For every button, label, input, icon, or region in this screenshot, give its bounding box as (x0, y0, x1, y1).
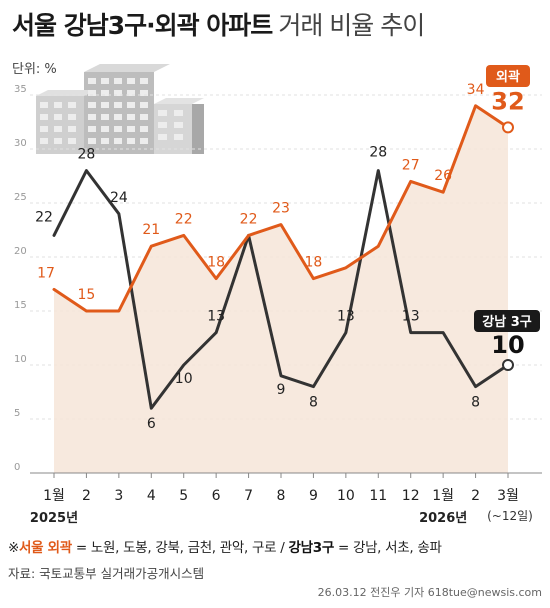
data-label: 28 (369, 145, 387, 161)
data-label: 21 (142, 222, 160, 238)
y-tick-label: 0 (14, 462, 20, 473)
data-label: 18 (305, 255, 323, 271)
last-month-note: (~12일) (487, 509, 533, 523)
x-tick-label: 11 (369, 488, 387, 504)
source-label: 자료: 국토교통부 실거래가공개시스템 (8, 566, 205, 581)
x-tick-label: 6 (212, 488, 221, 504)
y-tick-label: 30 (14, 138, 27, 149)
data-label: 34 (467, 82, 485, 98)
x-tick-label: 5 (179, 488, 188, 504)
data-label: 32 (491, 87, 524, 115)
data-label: 9 (277, 382, 286, 398)
credit-label: 26.03.12 전진우 기자 618tue@newsis.com (317, 586, 542, 599)
series-end-point (502, 121, 514, 134)
data-label: 10 (491, 331, 524, 359)
legend-badge-label: 강남 3구 (482, 314, 531, 330)
data-label: 23 (272, 201, 290, 217)
x-tick-label: 10 (337, 488, 355, 504)
series-line-outer (52, 104, 510, 313)
x-tick-label: 4 (147, 488, 156, 504)
x-tick-label: 2 (82, 488, 91, 504)
y-tick-label: 20 (14, 246, 27, 257)
data-label: 28 (78, 147, 96, 163)
data-label: 22 (35, 209, 53, 225)
page-title: 서울 강남3구·외곽 아파트 거래 비율 추이 (12, 6, 425, 42)
x-tick-label: 7 (244, 488, 253, 504)
x-tick-label: 8 (277, 488, 286, 504)
data-label: 6 (147, 416, 156, 432)
y-tick-label: 15 (14, 300, 27, 311)
data-label: 13 (337, 309, 355, 325)
data-label: 10 (175, 371, 193, 387)
x-tick-label: 2 (471, 488, 480, 504)
note-gangnam-list: = 강남, 서초, 송파 (333, 540, 442, 556)
y-tick-label: 25 (14, 192, 27, 203)
year-label: 2026년 (419, 511, 467, 526)
x-tick-label: 3월 (497, 488, 519, 504)
series-end-point (502, 359, 514, 371)
data-label: 13 (207, 309, 225, 325)
area-fill-outer (54, 105, 508, 474)
data-label: 13 (402, 309, 420, 325)
title-sub: 거래 비율 추이 (278, 11, 425, 40)
title-main: 서울 강남3구·외곽 아파트 (12, 11, 273, 40)
data-label: 15 (78, 287, 96, 303)
x-tick-label: 1월 (432, 488, 454, 504)
data-label: 22 (240, 211, 258, 227)
year-label: 2025년 (30, 511, 78, 526)
note-gangnam-label: 강남3구 (288, 540, 334, 556)
legend-badge (474, 310, 540, 332)
x-tick-label: 3 (114, 488, 123, 504)
data-label: 8 (309, 395, 318, 411)
note-mark: ※ (8, 540, 20, 556)
y-tick-label: 35 (14, 84, 27, 95)
data-label: 27 (402, 157, 420, 173)
series-line-gangnam (52, 169, 510, 410)
data-label: 18 (207, 255, 225, 271)
building-icon (36, 64, 204, 154)
y-tick-label: 5 (14, 408, 20, 419)
legend-note: ※서울 외곽 = 노원, 도봉, 강북, 금천, 관악, 구로 / 강남3구 =… (8, 536, 442, 556)
note-outer-label: 서울 외곽 (19, 540, 72, 556)
data-label: 22 (175, 211, 193, 227)
note-outer-list: = 노원, 도봉, 강북, 금천, 관악, 구로 / (71, 540, 289, 556)
legend-badge (486, 65, 530, 87)
unit-label: 단위: % (12, 62, 57, 77)
data-label: 24 (110, 190, 128, 206)
x-tick-label: 12 (402, 488, 420, 504)
data-label: 8 (471, 395, 480, 411)
x-tick-label: 9 (309, 488, 318, 504)
data-label: 26 (434, 168, 452, 184)
x-tick-label: 1월 (43, 488, 65, 504)
legend-badge-label: 외곽 (496, 69, 520, 85)
data-label: 17 (37, 265, 55, 281)
y-tick-label: 10 (14, 354, 27, 365)
